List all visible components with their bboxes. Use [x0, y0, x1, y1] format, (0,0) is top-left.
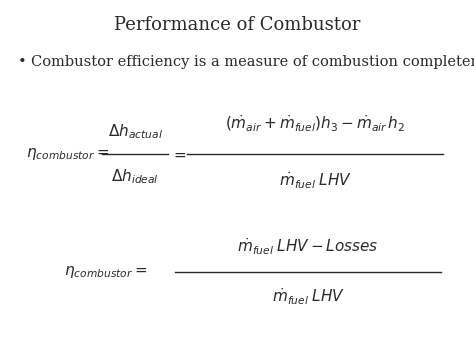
Text: $\eta_{combustor}=$: $\eta_{combustor}=$ [64, 263, 147, 280]
Text: $\dot{m}_{fuel}\;LHV-Losses$: $\dot{m}_{fuel}\;LHV-Losses$ [237, 236, 379, 257]
Text: $\eta_{combustor}=$: $\eta_{combustor}=$ [26, 146, 109, 163]
Text: $\dot{m}_{fuel}\;LHV$: $\dot{m}_{fuel}\;LHV$ [279, 171, 352, 191]
Text: $\Delta h_{actual}$: $\Delta h_{actual}$ [108, 122, 163, 141]
Text: Combustor efficiency is a measure of combustion completeness.: Combustor efficiency is a measure of com… [31, 55, 474, 69]
Text: Performance of Combustor: Performance of Combustor [114, 16, 360, 34]
Text: $\Delta h_{ideal}$: $\Delta h_{ideal}$ [111, 168, 159, 186]
Text: •: • [18, 55, 27, 69]
Text: $\dot{m}_{fuel}\;LHV$: $\dot{m}_{fuel}\;LHV$ [272, 286, 345, 307]
Text: $\left(\dot{m}_{air}+\dot{m}_{fuel}\right)h_3-\dot{m}_{air}\,h_2$: $\left(\dot{m}_{air}+\dot{m}_{fuel}\righ… [225, 114, 405, 135]
Text: $=$: $=$ [171, 147, 187, 162]
